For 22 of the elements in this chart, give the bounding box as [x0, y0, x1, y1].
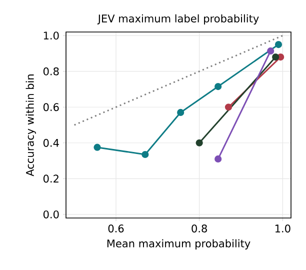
y-tick-label: 0.6 — [43, 103, 59, 112]
point — [214, 82, 222, 90]
point — [272, 53, 280, 61]
x-tick-label: 0.6 — [108, 224, 124, 232]
x-axis-title: Mean maximum probability — [107, 239, 250, 250]
point — [142, 150, 149, 158]
y-tick-label: 0.8 — [43, 67, 59, 76]
x-tick-label: 0.8 — [192, 224, 207, 232]
point — [196, 139, 203, 146]
point — [177, 108, 184, 116]
y-axis-title: Accuracy within bin — [26, 74, 36, 176]
y-tick-label: 0.2 — [43, 174, 58, 183]
point — [214, 155, 222, 163]
x-tick-label: 1.0 — [275, 224, 290, 232]
y-tick-label: 0.4 — [43, 138, 59, 147]
point — [224, 104, 232, 111]
chart-title: JEV maximum label probability — [97, 14, 259, 25]
point — [94, 144, 101, 151]
point — [274, 40, 282, 48]
y-tick-label: 0.0 — [43, 210, 59, 218]
point — [267, 47, 274, 55]
y-tick-label: 1.0 — [44, 32, 59, 40]
